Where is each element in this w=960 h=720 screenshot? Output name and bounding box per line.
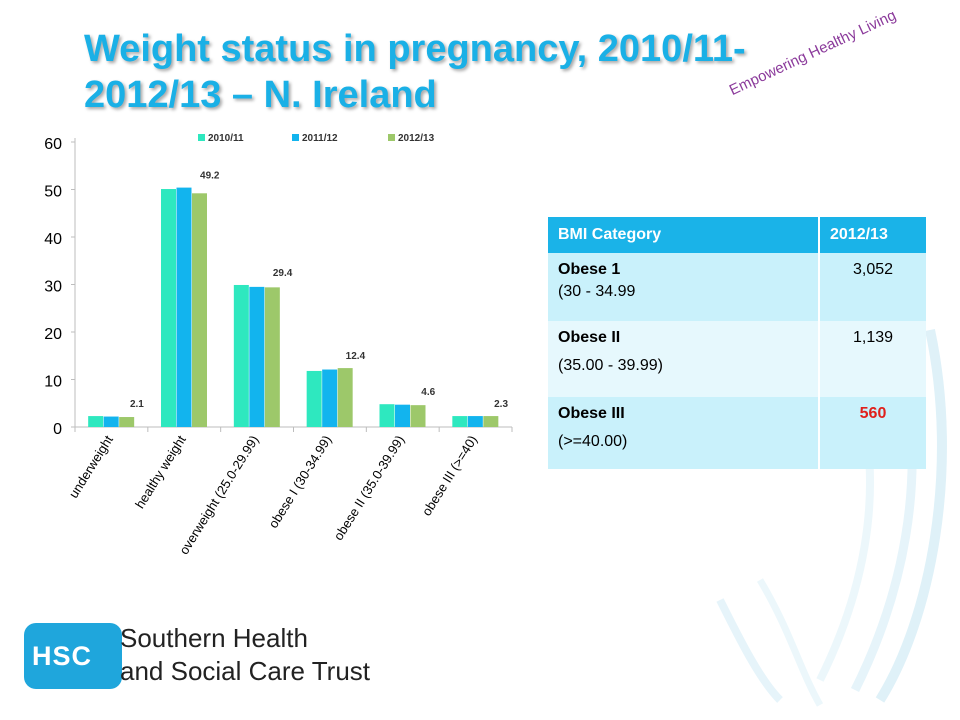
bar bbox=[306, 370, 322, 427]
y-tick-label: 30 bbox=[44, 279, 62, 296]
legend-swatch bbox=[388, 134, 395, 141]
category-cell: Obese III (>=40.00) bbox=[548, 397, 820, 469]
category-range: (30 - 34.99 bbox=[558, 283, 636, 300]
x-tick-label: obese I (30-34.99) bbox=[265, 433, 334, 531]
data-label: 12.4 bbox=[346, 351, 366, 362]
legend-label: 2010/11 bbox=[208, 133, 244, 144]
data-label: 4.6 bbox=[421, 387, 435, 398]
bar bbox=[337, 368, 353, 427]
bar bbox=[379, 404, 395, 427]
x-tick-label: obese III (>=40) bbox=[419, 433, 480, 519]
category-name: Obese III bbox=[558, 405, 625, 422]
value-cell: 560 bbox=[819, 397, 926, 469]
hsc-abbr: HSC bbox=[32, 641, 93, 671]
x-tick-label: obese II (35.0-39.99) bbox=[331, 433, 408, 543]
bar bbox=[467, 416, 483, 427]
value-cell: 3,052 bbox=[819, 253, 926, 321]
data-label: 2.3 bbox=[494, 399, 508, 410]
bar bbox=[119, 417, 135, 427]
value-cell: 1,139 bbox=[819, 321, 926, 397]
bmi-table: BMI Category 2012/13 Obese 1 (30 - 34.99… bbox=[548, 217, 926, 469]
table-header-row: BMI Category 2012/13 bbox=[548, 217, 926, 253]
category-range: (35.00 - 39.99) bbox=[558, 357, 663, 374]
header-bmi-category: BMI Category bbox=[548, 217, 820, 253]
y-tick-label: 10 bbox=[44, 374, 62, 391]
y-tick-label: 20 bbox=[44, 326, 62, 343]
y-tick-label: 40 bbox=[44, 231, 62, 248]
bar bbox=[161, 189, 176, 427]
category-name: Obese II bbox=[558, 329, 621, 346]
x-tick-label: overweight (25.0-29.99) bbox=[176, 433, 261, 557]
category-cell: Obese 1 (30 - 34.99 bbox=[548, 253, 820, 321]
data-label: 2.1 bbox=[130, 399, 144, 410]
highlighted-value: 560 bbox=[859, 405, 887, 422]
category-name: Obese 1 bbox=[558, 261, 621, 278]
bar bbox=[176, 187, 192, 427]
bar-chart: 0 10 20 30 40 50 60 2.1 underweight 49.2 healthy w… bbox=[44, 133, 513, 557]
y-tick-label: 0 bbox=[53, 421, 62, 438]
bar bbox=[410, 405, 426, 427]
bar bbox=[233, 284, 249, 427]
legend-swatch bbox=[198, 134, 205, 141]
bar bbox=[103, 416, 119, 427]
x-tick-label: healthy weight bbox=[132, 432, 189, 511]
hsc-logo-box: HSC bbox=[24, 623, 122, 689]
legend-label: 2011/12 bbox=[302, 133, 338, 144]
bar bbox=[395, 404, 410, 427]
org-name-line2: and Social Care Trust bbox=[120, 656, 371, 686]
bar bbox=[452, 416, 468, 427]
category-cell: Obese II (35.00 - 39.99) bbox=[548, 321, 820, 397]
header-year: 2012/13 bbox=[819, 217, 926, 253]
y-tick-label: 60 bbox=[44, 136, 62, 153]
x-tick-label: underweight bbox=[66, 432, 116, 500]
bar bbox=[322, 369, 338, 427]
table-row: Obese II (35.00 - 39.99) 1,139 bbox=[548, 321, 926, 397]
bar bbox=[483, 416, 499, 427]
data-label: 49.2 bbox=[200, 171, 220, 182]
hsc-logo: HSC Southern Health and Social Care Trus… bbox=[24, 623, 384, 693]
y-tick-label: 50 bbox=[44, 184, 62, 201]
slide-title: Weight status in pregnancy, 2010/11- 201… bbox=[84, 28, 746, 116]
legend-swatch bbox=[292, 134, 299, 141]
table-row: Obese 1 (30 - 34.99 3,052 bbox=[548, 253, 926, 321]
bar bbox=[192, 193, 207, 427]
data-label: 29.4 bbox=[273, 268, 293, 279]
org-name-line1: Southern Health bbox=[120, 623, 308, 653]
table-row: Obese III (>=40.00) 560 bbox=[548, 397, 926, 469]
bar bbox=[264, 287, 280, 427]
category-range: (>=40.00) bbox=[558, 433, 628, 450]
bar bbox=[88, 416, 104, 427]
legend-label: 2012/13 bbox=[398, 133, 435, 144]
bar bbox=[249, 286, 265, 427]
